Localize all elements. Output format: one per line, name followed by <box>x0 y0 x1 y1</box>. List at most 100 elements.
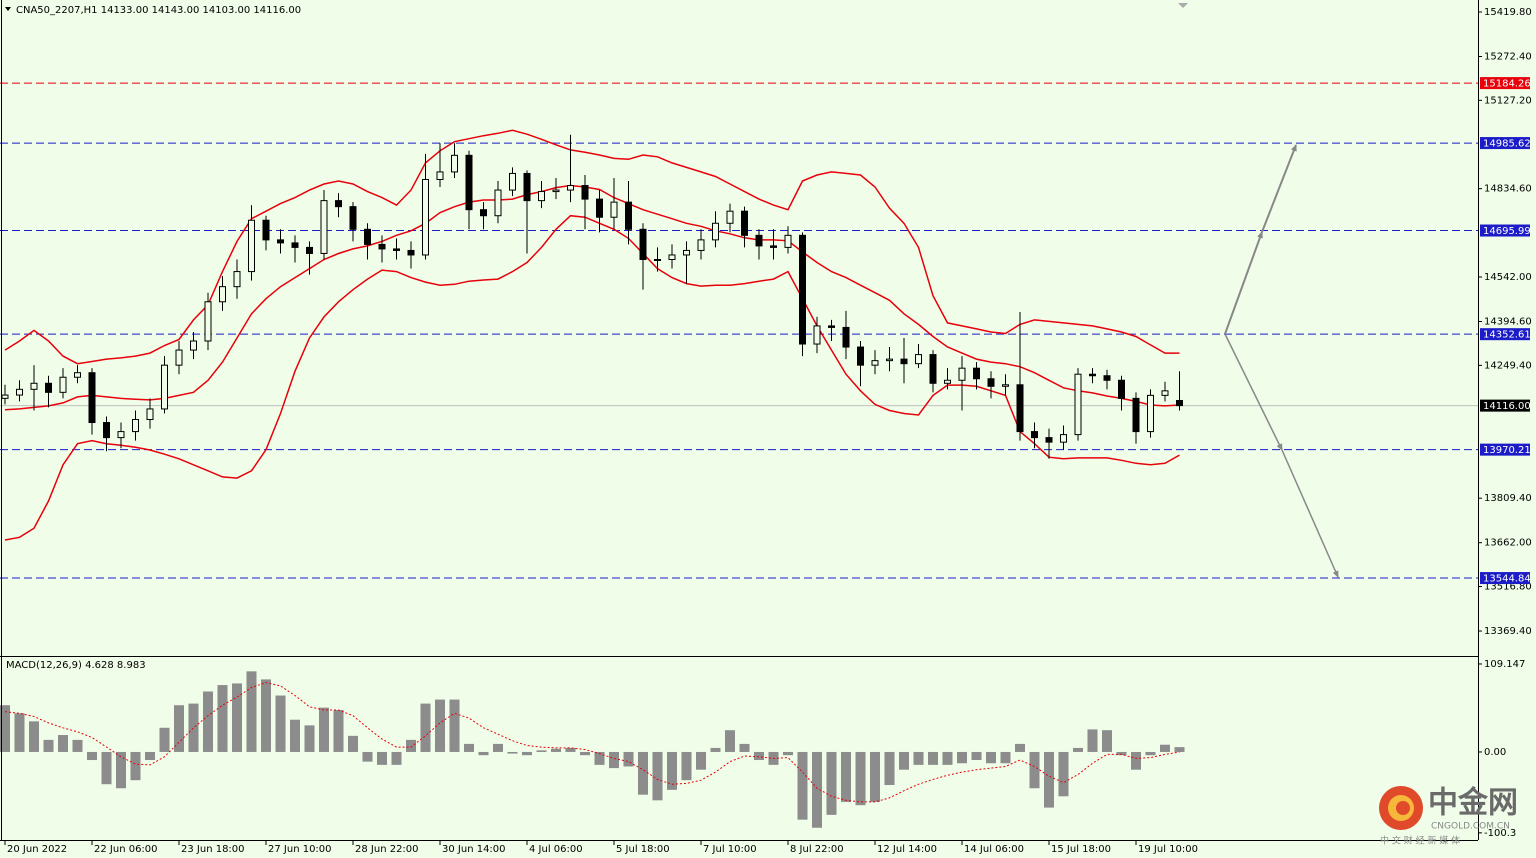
y-tick-label: 13662.00 <box>1484 538 1532 549</box>
macd-bar <box>507 751 518 754</box>
candle-body <box>407 249 415 256</box>
y-tick-label: -100.3 <box>1484 828 1516 839</box>
candle-body <box>639 228 647 260</box>
candle-body <box>16 388 23 396</box>
macd-bar <box>913 751 924 765</box>
candle-body <box>364 228 371 245</box>
candle-body <box>741 210 748 236</box>
macd-bar <box>188 703 199 752</box>
candle-body <box>886 358 893 362</box>
macd-bar <box>420 703 431 752</box>
macd-bar <box>290 719 300 752</box>
macd-bar <box>1044 751 1054 808</box>
candle-body <box>233 271 241 288</box>
y-tick-label: 15272.40 <box>1484 51 1532 62</box>
y-tick-label: 0.00 <box>1484 747 1506 758</box>
candle-body <box>103 422 110 439</box>
candle-body <box>1176 399 1183 407</box>
macd-bar <box>942 751 953 765</box>
candle-body <box>668 254 676 260</box>
candle-body <box>393 248 400 251</box>
macd-bar <box>609 751 619 769</box>
level-label-box <box>1480 77 1530 90</box>
candle-body <box>596 198 603 218</box>
down-arrow-1 <box>1224 333 1283 451</box>
candle-body <box>523 172 531 202</box>
candle-body <box>784 234 792 248</box>
level-label: 15184.26 <box>1483 79 1531 90</box>
candle-body <box>349 206 357 230</box>
macd-bar <box>971 751 982 761</box>
candle-body <box>900 358 908 365</box>
x-tick-label: 28 Jun 22:00 <box>355 844 419 855</box>
macd-bar <box>1131 751 1141 770</box>
header: CNA50_2207,H1 14133.00 14143.00 14103.00… <box>16 5 301 16</box>
candle-body <box>190 340 197 351</box>
macd-bar <box>725 730 735 752</box>
candle-body <box>1002 384 1009 387</box>
x-tick-label: 4 Jul 06:00 <box>529 844 583 855</box>
macd-bar <box>1102 730 1112 752</box>
macd-bar <box>464 743 474 752</box>
macd-bar <box>1174 747 1185 752</box>
macd-bar <box>217 685 228 752</box>
macd-bar <box>87 751 97 761</box>
candle-body <box>1 394 9 399</box>
macd-bar <box>812 751 822 828</box>
candle-body <box>30 382 38 390</box>
macd-bar <box>855 751 866 806</box>
macd-bar <box>681 751 692 781</box>
macd-bar <box>739 743 750 752</box>
down-arrow-2 <box>1281 449 1339 578</box>
candle-body <box>1118 379 1125 399</box>
candle-body <box>712 222 719 241</box>
macd-bar <box>43 739 54 752</box>
macd-bar <box>957 751 967 764</box>
x-tick-label: 8 Jul 22:00 <box>790 844 844 855</box>
candle-body <box>306 246 313 254</box>
macd-bar <box>710 747 721 752</box>
macd-title: MACD(12,26,9) 4.628 8.983 <box>6 660 146 671</box>
macd-bar <box>1145 751 1156 756</box>
level-label-box <box>1480 572 1530 585</box>
macd-bar <box>58 735 68 752</box>
macd-bar <box>1116 751 1127 756</box>
macd-bar <box>826 751 837 815</box>
candle-body <box>1132 397 1140 433</box>
macd-bar <box>870 751 880 802</box>
projection-arrows <box>1224 144 1339 578</box>
x-tick-label: 19 Jul 10:00 <box>1138 844 1198 855</box>
macd-bar <box>638 751 648 795</box>
candle-body <box>944 379 951 384</box>
macd-bar <box>797 751 808 820</box>
level-label: 14985.62 <box>1483 139 1531 150</box>
candle-body <box>480 209 487 217</box>
level-label-box <box>1480 224 1530 237</box>
x-tick-label: 12 Jul 14:00 <box>877 844 937 855</box>
candle-body <box>1147 394 1154 433</box>
watermark-brand: 中金网 <box>1428 786 1518 821</box>
candle-body <box>538 191 545 202</box>
grid-layer <box>0 11 1482 845</box>
macd-bar <box>116 751 126 789</box>
macd-bar <box>232 683 242 752</box>
candle-body <box>581 185 589 200</box>
candle-body <box>88 372 96 424</box>
candle-body <box>915 354 922 365</box>
x-tick-label: 27 Jun 10:00 <box>268 844 332 855</box>
candle-body <box>1031 431 1038 439</box>
macd-bar <box>754 751 764 761</box>
candle-body <box>291 242 299 248</box>
candle-body <box>451 154 458 173</box>
x-tick-label: 7 Jul 10:00 <box>703 844 757 855</box>
macd-bar <box>159 727 170 752</box>
macd-bar <box>493 743 503 752</box>
candle-body <box>842 326 850 348</box>
y-tick-label: 14542.00 <box>1484 272 1532 283</box>
macd-bar <box>594 751 605 765</box>
macd-bar <box>130 751 141 781</box>
macd-bar <box>377 751 387 765</box>
candle-body <box>146 408 154 421</box>
